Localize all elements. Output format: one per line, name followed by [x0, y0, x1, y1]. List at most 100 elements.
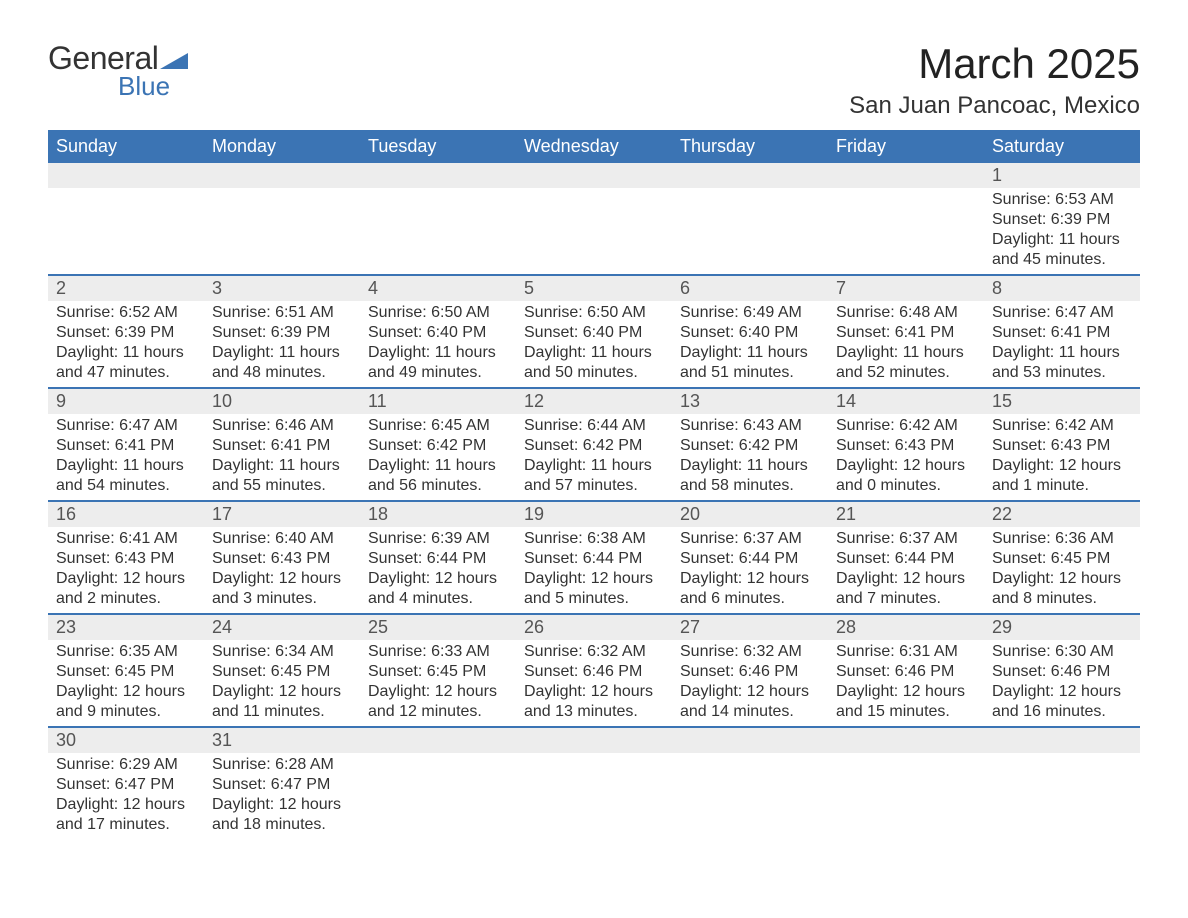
day-number-cell: 29 — [984, 614, 1140, 640]
sunset-text: Sunset: 6:42 PM — [680, 436, 820, 456]
day-number-cell: 31 — [204, 727, 360, 753]
day-number-cell: 9 — [48, 388, 204, 414]
daylight-text: Daylight: 12 hours and 11 minutes. — [212, 682, 352, 722]
daylight-text: Daylight: 12 hours and 6 minutes. — [680, 569, 820, 609]
day-info-cell: Sunrise: 6:32 AMSunset: 6:46 PMDaylight:… — [672, 640, 828, 727]
day-number-cell: 3 — [204, 275, 360, 301]
sunrise-text: Sunrise: 6:47 AM — [992, 303, 1132, 323]
day-number-cell — [672, 163, 828, 188]
daylight-text: Daylight: 11 hours and 50 minutes. — [524, 343, 664, 383]
sunset-text: Sunset: 6:46 PM — [524, 662, 664, 682]
sunset-text: Sunset: 6:39 PM — [56, 323, 196, 343]
sunset-text: Sunset: 6:45 PM — [212, 662, 352, 682]
day-info-cell: Sunrise: 6:45 AMSunset: 6:42 PMDaylight:… — [360, 414, 516, 501]
day-number-cell — [204, 163, 360, 188]
day-info-cell — [828, 753, 984, 839]
day-number-cell — [672, 727, 828, 753]
daylight-text: Daylight: 12 hours and 1 minute. — [992, 456, 1132, 496]
day-header: Saturday — [984, 130, 1140, 163]
day-info-cell: Sunrise: 6:43 AMSunset: 6:42 PMDaylight:… — [672, 414, 828, 501]
sunrise-text: Sunrise: 6:53 AM — [992, 190, 1132, 210]
day-info-cell: Sunrise: 6:30 AMSunset: 6:46 PMDaylight:… — [984, 640, 1140, 727]
day-info-cell: Sunrise: 6:51 AMSunset: 6:39 PMDaylight:… — [204, 301, 360, 388]
sunrise-text: Sunrise: 6:41 AM — [56, 529, 196, 549]
sunrise-text: Sunrise: 6:40 AM — [212, 529, 352, 549]
sunrise-text: Sunrise: 6:45 AM — [368, 416, 508, 436]
info-row: Sunrise: 6:53 AMSunset: 6:39 PMDaylight:… — [48, 188, 1140, 275]
day-header: Friday — [828, 130, 984, 163]
day-number-cell — [828, 727, 984, 753]
day-info-cell — [360, 753, 516, 839]
day-header: Sunday — [48, 130, 204, 163]
day-header-row: Sunday Monday Tuesday Wednesday Thursday… — [48, 130, 1140, 163]
sunset-text: Sunset: 6:41 PM — [836, 323, 976, 343]
sunset-text: Sunset: 6:39 PM — [992, 210, 1132, 230]
daylight-text: Daylight: 12 hours and 5 minutes. — [524, 569, 664, 609]
day-header: Wednesday — [516, 130, 672, 163]
daylight-text: Daylight: 11 hours and 54 minutes. — [56, 456, 196, 496]
info-row: Sunrise: 6:29 AMSunset: 6:47 PMDaylight:… — [48, 753, 1140, 839]
day-number-cell — [360, 163, 516, 188]
day-number-cell: 18 — [360, 501, 516, 527]
day-number-cell: 19 — [516, 501, 672, 527]
daylight-text: Daylight: 12 hours and 0 minutes. — [836, 456, 976, 496]
day-number-cell: 8 — [984, 275, 1140, 301]
day-info-cell: Sunrise: 6:48 AMSunset: 6:41 PMDaylight:… — [828, 301, 984, 388]
sunset-text: Sunset: 6:40 PM — [368, 323, 508, 343]
daynum-row: 1 — [48, 163, 1140, 188]
day-number-cell: 4 — [360, 275, 516, 301]
title-block: March 2025 San Juan Pancoac, Mexico — [849, 40, 1140, 120]
sunrise-text: Sunrise: 6:50 AM — [524, 303, 664, 323]
day-info-cell: Sunrise: 6:47 AMSunset: 6:41 PMDaylight:… — [984, 301, 1140, 388]
sunrise-text: Sunrise: 6:44 AM — [524, 416, 664, 436]
sunset-text: Sunset: 6:46 PM — [992, 662, 1132, 682]
location-text: San Juan Pancoac, Mexico — [849, 92, 1140, 120]
day-number-cell: 11 — [360, 388, 516, 414]
day-header: Monday — [204, 130, 360, 163]
day-number-cell: 20 — [672, 501, 828, 527]
sunrise-text: Sunrise: 6:51 AM — [212, 303, 352, 323]
sunrise-text: Sunrise: 6:28 AM — [212, 755, 352, 775]
daylight-text: Daylight: 11 hours and 55 minutes. — [212, 456, 352, 496]
day-header: Thursday — [672, 130, 828, 163]
day-info-cell: Sunrise: 6:31 AMSunset: 6:46 PMDaylight:… — [828, 640, 984, 727]
sunrise-text: Sunrise: 6:42 AM — [992, 416, 1132, 436]
day-info-cell — [516, 188, 672, 275]
sunrise-text: Sunrise: 6:32 AM — [680, 642, 820, 662]
sunset-text: Sunset: 6:46 PM — [836, 662, 976, 682]
sunset-text: Sunset: 6:43 PM — [212, 549, 352, 569]
day-number-cell: 21 — [828, 501, 984, 527]
daynum-row: 9101112131415 — [48, 388, 1140, 414]
daylight-text: Daylight: 11 hours and 53 minutes. — [992, 343, 1132, 383]
day-number-cell: 13 — [672, 388, 828, 414]
day-info-cell: Sunrise: 6:35 AMSunset: 6:45 PMDaylight:… — [48, 640, 204, 727]
daylight-text: Daylight: 12 hours and 2 minutes. — [56, 569, 196, 609]
day-number-cell: 16 — [48, 501, 204, 527]
day-info-cell — [204, 188, 360, 275]
sunrise-text: Sunrise: 6:52 AM — [56, 303, 196, 323]
day-info-cell: Sunrise: 6:28 AMSunset: 6:47 PMDaylight:… — [204, 753, 360, 839]
daylight-text: Daylight: 12 hours and 3 minutes. — [212, 569, 352, 609]
sunrise-text: Sunrise: 6:47 AM — [56, 416, 196, 436]
calendar-table: Sunday Monday Tuesday Wednesday Thursday… — [48, 130, 1140, 839]
sunset-text: Sunset: 6:41 PM — [992, 323, 1132, 343]
day-info-cell: Sunrise: 6:37 AMSunset: 6:44 PMDaylight:… — [672, 527, 828, 614]
sunrise-text: Sunrise: 6:50 AM — [368, 303, 508, 323]
day-info-cell: Sunrise: 6:49 AMSunset: 6:40 PMDaylight:… — [672, 301, 828, 388]
sunrise-text: Sunrise: 6:36 AM — [992, 529, 1132, 549]
day-number-cell: 27 — [672, 614, 828, 640]
day-info-cell: Sunrise: 6:39 AMSunset: 6:44 PMDaylight:… — [360, 527, 516, 614]
daylight-text: Daylight: 12 hours and 17 minutes. — [56, 795, 196, 835]
day-info-cell: Sunrise: 6:50 AMSunset: 6:40 PMDaylight:… — [516, 301, 672, 388]
daylight-text: Daylight: 12 hours and 15 minutes. — [836, 682, 976, 722]
sunrise-text: Sunrise: 6:42 AM — [836, 416, 976, 436]
sunrise-text: Sunrise: 6:39 AM — [368, 529, 508, 549]
day-number-cell: 30 — [48, 727, 204, 753]
day-number-cell: 17 — [204, 501, 360, 527]
logo-mark-icon — [160, 47, 188, 74]
info-row: Sunrise: 6:35 AMSunset: 6:45 PMDaylight:… — [48, 640, 1140, 727]
daylight-text: Daylight: 11 hours and 48 minutes. — [212, 343, 352, 383]
sunset-text: Sunset: 6:43 PM — [836, 436, 976, 456]
day-info-cell: Sunrise: 6:33 AMSunset: 6:45 PMDaylight:… — [360, 640, 516, 727]
day-info-cell: Sunrise: 6:42 AMSunset: 6:43 PMDaylight:… — [984, 414, 1140, 501]
